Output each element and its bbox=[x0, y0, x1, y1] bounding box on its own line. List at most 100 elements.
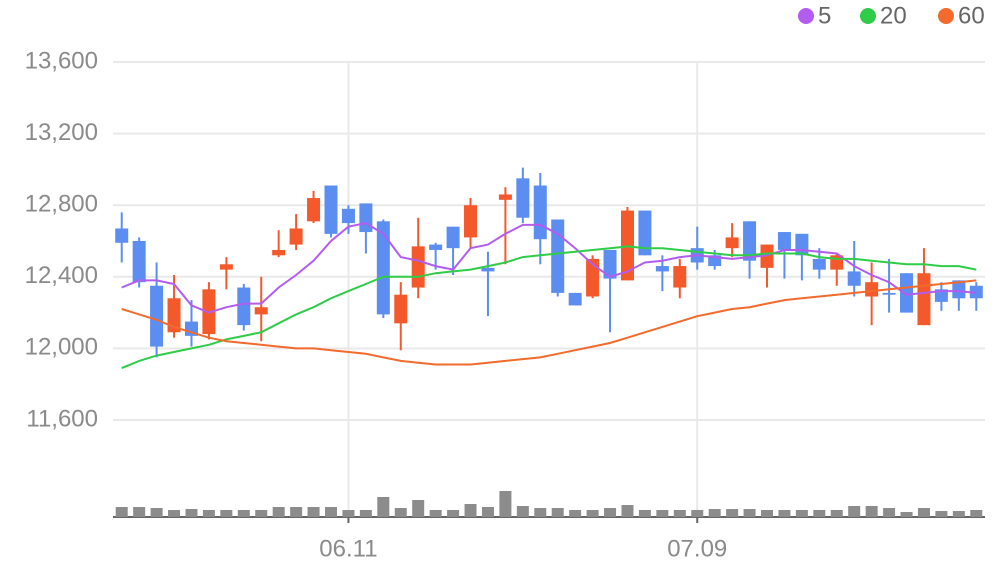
candle-body bbox=[429, 244, 443, 250]
candle-body bbox=[900, 273, 914, 313]
volume-bar bbox=[830, 510, 843, 517]
volume-bar bbox=[708, 509, 721, 517]
volume-bar bbox=[185, 509, 198, 517]
volume-bar bbox=[447, 510, 460, 517]
volume-bar bbox=[900, 512, 913, 517]
volume-bar bbox=[499, 491, 512, 517]
candle-body bbox=[376, 221, 390, 315]
volume-bar bbox=[307, 507, 320, 517]
candle-body bbox=[307, 198, 321, 222]
volume-bar bbox=[359, 510, 372, 517]
volume-bar bbox=[691, 510, 704, 517]
y-tick-label: 12,000 bbox=[25, 334, 98, 361]
y-tick-label: 12,800 bbox=[25, 191, 98, 218]
volume-bar bbox=[272, 507, 285, 517]
volume-bar bbox=[673, 510, 686, 517]
y-tick-label: 13,600 bbox=[25, 47, 98, 74]
volume-bar bbox=[551, 508, 564, 517]
candle-body bbox=[289, 228, 303, 245]
volume-bar bbox=[638, 510, 651, 517]
volume-bar bbox=[761, 510, 773, 517]
candle-body bbox=[568, 292, 582, 306]
legend-label: 20 bbox=[880, 2, 907, 29]
candle-body bbox=[603, 249, 617, 279]
volume-bar bbox=[133, 507, 146, 517]
volume-bar bbox=[935, 511, 948, 517]
volume-bar bbox=[778, 510, 791, 517]
candle-body bbox=[324, 185, 338, 234]
volume-bar bbox=[237, 510, 250, 517]
volume-bar bbox=[516, 506, 529, 517]
volume-bar bbox=[795, 510, 808, 517]
candle-body bbox=[882, 292, 896, 295]
volume-bar bbox=[168, 510, 181, 517]
volume-bar bbox=[743, 509, 756, 517]
candle-body bbox=[464, 205, 478, 238]
candle-body bbox=[673, 266, 687, 288]
candle-body bbox=[777, 232, 791, 250]
candle-body bbox=[795, 233, 809, 256]
legend-marker bbox=[798, 8, 814, 24]
candle-body bbox=[132, 241, 146, 283]
candle-body bbox=[411, 246, 425, 288]
candle-body bbox=[516, 178, 530, 218]
candle-body bbox=[359, 203, 373, 233]
volume-bar bbox=[342, 510, 355, 517]
volume-bar bbox=[412, 500, 425, 517]
volume-bar bbox=[604, 508, 617, 517]
volume-bar bbox=[848, 506, 861, 517]
candle-body bbox=[638, 210, 652, 256]
legend-marker bbox=[938, 8, 954, 24]
candle-body bbox=[725, 237, 739, 249]
candle-body bbox=[167, 298, 181, 333]
candle-body bbox=[934, 289, 948, 302]
volume-bar bbox=[883, 508, 896, 517]
candle-body bbox=[655, 266, 669, 272]
candle-body bbox=[150, 285, 164, 347]
ma-line bbox=[121, 222, 977, 314]
volume-bar bbox=[290, 507, 303, 517]
candle-body bbox=[586, 258, 600, 297]
candle-body bbox=[272, 249, 286, 256]
ma-line bbox=[121, 279, 977, 366]
candle-body bbox=[219, 264, 233, 270]
ma-line bbox=[121, 245, 977, 370]
candle-body bbox=[115, 228, 129, 243]
volume-bar bbox=[656, 510, 669, 517]
candle-body bbox=[237, 287, 251, 326]
volume-bar bbox=[377, 497, 390, 517]
volume-bar bbox=[917, 508, 930, 517]
volume-bar bbox=[325, 507, 337, 517]
x-tick-label: 07.09 bbox=[667, 535, 727, 562]
candle-body bbox=[533, 185, 547, 240]
y-tick-label: 11,600 bbox=[26, 405, 98, 432]
candle-body bbox=[498, 194, 512, 200]
volume-bar bbox=[464, 504, 477, 517]
legend-label: 60 bbox=[958, 2, 985, 29]
legend-marker bbox=[860, 8, 876, 24]
volume-bar bbox=[952, 511, 965, 517]
candle-body bbox=[917, 273, 931, 326]
volume-bar bbox=[481, 507, 494, 517]
volume-bar bbox=[621, 505, 634, 517]
candle-body bbox=[446, 226, 460, 249]
volume-bar bbox=[394, 508, 407, 517]
volume-bar bbox=[569, 510, 582, 517]
candle-body bbox=[952, 280, 966, 299]
candle-body bbox=[865, 282, 879, 297]
volume-bar bbox=[534, 508, 547, 517]
candle-body bbox=[254, 307, 268, 315]
candle-body bbox=[394, 294, 408, 324]
volume-bar bbox=[150, 508, 163, 517]
y-tick-label: 13,200 bbox=[25, 119, 98, 146]
volume-bar bbox=[202, 510, 215, 517]
candle-body bbox=[812, 258, 826, 270]
candle-body bbox=[708, 255, 722, 267]
volume-bar bbox=[429, 510, 442, 517]
candle-body bbox=[743, 221, 757, 261]
y-tick-label: 12,400 bbox=[25, 262, 98, 289]
x-tick-label: 06.11 bbox=[319, 535, 377, 562]
volume-bar bbox=[865, 506, 878, 517]
volume-bar bbox=[813, 510, 826, 517]
